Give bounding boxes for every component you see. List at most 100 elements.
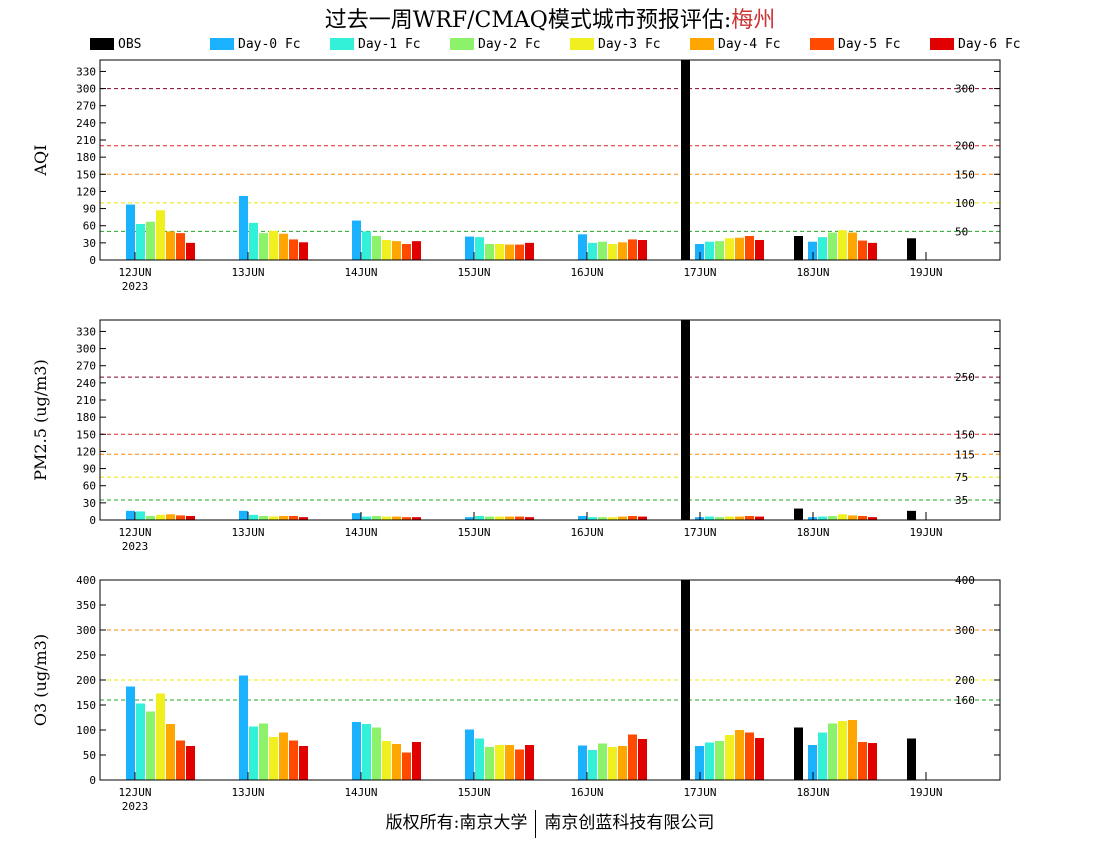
bar-day-3-fc bbox=[608, 244, 617, 260]
bar-day-3-fc bbox=[838, 230, 847, 260]
bar-obs bbox=[794, 727, 803, 780]
bar-day-1-fc bbox=[588, 242, 597, 260]
bar-day-6-fc bbox=[186, 746, 195, 780]
y-tick-label: 90 bbox=[83, 203, 96, 216]
y-axis-label: AQI bbox=[31, 145, 50, 177]
bar-day-4-fc bbox=[505, 516, 514, 520]
y-tick-label: 240 bbox=[76, 377, 96, 390]
bar-day-0-fc bbox=[126, 686, 135, 780]
bar-day-6-fc bbox=[186, 242, 195, 260]
bar-day-2-fc bbox=[259, 516, 268, 520]
bar-day-4-fc bbox=[618, 242, 627, 260]
legend-label: Day-0 Fc bbox=[238, 36, 301, 52]
bar-day-5-fc bbox=[515, 749, 524, 780]
x-tick-label: 15JUN bbox=[457, 526, 490, 539]
bar-day-6-fc bbox=[638, 739, 647, 780]
y-tick-label: 150 bbox=[76, 168, 96, 181]
bar-day-1-fc bbox=[588, 517, 597, 520]
title-city: 梅州 bbox=[731, 8, 776, 33]
x-tick-label: 18JUN bbox=[796, 266, 829, 279]
bar-day-3-fc bbox=[156, 693, 165, 780]
y-axis-label: PM2.5 (ug/m3) bbox=[31, 359, 50, 480]
y-tick-label: 200 bbox=[76, 674, 96, 687]
bar-day-4-fc bbox=[392, 516, 401, 520]
bar-day-6-fc bbox=[299, 746, 308, 780]
legend-item-day-4-fc: Day-4 Fc bbox=[690, 36, 781, 52]
bar-day-5-fc bbox=[745, 516, 754, 520]
plot-frame bbox=[99, 59, 1001, 261]
threshold-label: 300 bbox=[955, 624, 975, 637]
bar-day-6-fc bbox=[638, 240, 647, 260]
x-tick-label: 19JUN bbox=[909, 266, 942, 279]
bar-day-5-fc bbox=[628, 516, 637, 520]
bar-day-5-fc bbox=[402, 517, 411, 520]
bar-obs bbox=[907, 510, 916, 520]
title-prefix: 过去一周WRF/CMAQ模式城市预报评估: bbox=[324, 8, 732, 33]
bar-day-0-fc bbox=[239, 196, 248, 260]
threshold-label: 35 bbox=[955, 494, 968, 507]
bar-day-6-fc bbox=[868, 517, 877, 520]
bar-day-6-fc bbox=[299, 517, 308, 520]
year-label: 2023 bbox=[122, 800, 149, 813]
panel-1: 35 75 115 150 250 0 30 60 90 120 150 180 210 240 270 30… bbox=[31, 319, 1001, 553]
bar-day-1-fc bbox=[818, 237, 827, 260]
bar-day-0-fc bbox=[465, 517, 474, 520]
bar-day-5-fc bbox=[745, 732, 754, 780]
legend-swatch bbox=[90, 38, 114, 50]
legend-label: Day-6 Fc bbox=[958, 36, 1021, 52]
x-tick-label: 17JUN bbox=[683, 526, 716, 539]
bar-day-5-fc bbox=[858, 240, 867, 260]
x-tick-label: 15JUN bbox=[457, 786, 490, 799]
bar-day-2-fc bbox=[828, 232, 837, 260]
x-tick-label: 19JUN bbox=[909, 526, 942, 539]
x-tick-label: 18JUN bbox=[796, 786, 829, 799]
x-tick-label: 17JUN bbox=[683, 786, 716, 799]
y-tick-label: 330 bbox=[76, 65, 96, 78]
legend-label: Day-4 Fc bbox=[718, 36, 781, 52]
threshold-label: 100 bbox=[955, 197, 975, 210]
bar-day-3-fc bbox=[382, 516, 391, 520]
bar-day-2-fc bbox=[485, 244, 494, 260]
bar-day-2-fc bbox=[828, 516, 837, 520]
bar-day-4-fc bbox=[279, 233, 288, 260]
y-tick-label: 180 bbox=[76, 151, 96, 164]
footer-right: 南京创蓝科技有限公司 bbox=[544, 813, 715, 833]
chart-title: 过去一周WRF/CMAQ模式城市预报评估:梅州 bbox=[0, 2, 1100, 34]
x-tick-label: 16JUN bbox=[570, 786, 603, 799]
bar-day-6-fc bbox=[186, 516, 195, 520]
bar-day-2-fc bbox=[598, 241, 607, 260]
bar-day-3-fc bbox=[608, 747, 617, 780]
bar-day-3-fc bbox=[608, 517, 617, 520]
x-tick-label: 12JUN bbox=[118, 526, 151, 539]
bar-day-4-fc bbox=[848, 515, 857, 520]
bar-day-3-fc bbox=[725, 516, 734, 520]
bar-day-1-fc bbox=[136, 703, 145, 780]
threshold-label: 115 bbox=[955, 448, 975, 461]
legend-label: OBS bbox=[118, 36, 142, 52]
bar-day-5-fc bbox=[402, 752, 411, 780]
bar-day-3-fc bbox=[495, 516, 504, 520]
bar-day-4-fc bbox=[166, 231, 175, 260]
bar-day-0-fc bbox=[465, 729, 474, 780]
bar-day-4-fc bbox=[166, 724, 175, 780]
bar-day-4-fc bbox=[392, 241, 401, 260]
x-tick-label: 15JUN bbox=[457, 266, 490, 279]
bar-day-0-fc bbox=[808, 241, 817, 260]
bar-day-4-fc bbox=[279, 516, 288, 520]
legend-swatch bbox=[690, 38, 714, 50]
y-tick-label: 0 bbox=[89, 514, 96, 527]
x-tick-label: 14JUN bbox=[344, 526, 377, 539]
bar-day-6-fc bbox=[412, 742, 421, 780]
bar-day-2-fc bbox=[372, 236, 381, 260]
bar-day-4-fc bbox=[735, 237, 744, 260]
y-tick-label: 90 bbox=[83, 463, 96, 476]
bar-day-3-fc bbox=[495, 244, 504, 260]
bar-day-1-fc bbox=[249, 726, 258, 780]
y-tick-label: 100 bbox=[76, 724, 96, 737]
bar-day-5-fc bbox=[628, 734, 637, 780]
y-tick-label: 50 bbox=[83, 749, 96, 762]
threshold-label: 200 bbox=[955, 140, 975, 153]
bar-day-1-fc bbox=[475, 738, 484, 780]
bar-obs bbox=[681, 60, 690, 260]
bar-obs bbox=[681, 320, 690, 520]
